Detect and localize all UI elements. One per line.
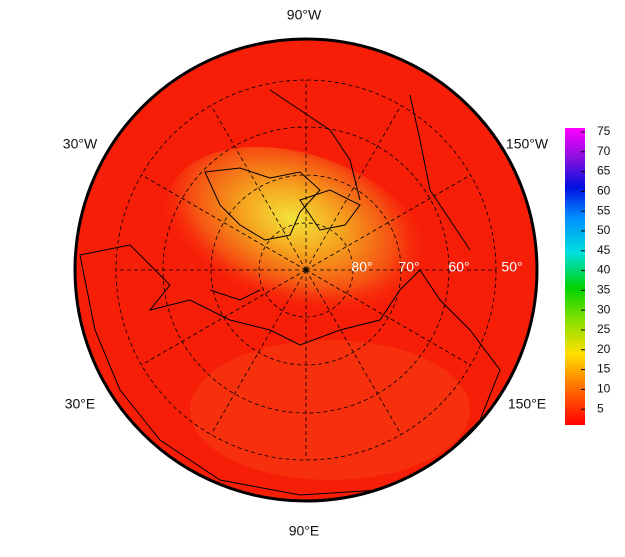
colorbar-ramp <box>565 128 585 425</box>
colorbar-tick-label: 50 <box>597 223 611 237</box>
colorbar-tick-label: 55 <box>597 203 611 217</box>
colorbar: 5 10 15 20 25 30 35 40 45 50 55 60 65 70 75 <box>565 124 611 425</box>
latitude-labels: 80° 70° 60° 50° <box>351 259 522 275</box>
colorbar-tick-label: 5 <box>597 401 604 415</box>
colorbar-tick-label: 40 <box>597 263 611 277</box>
colorbar-tick-label: 60 <box>597 184 611 198</box>
longitude-label: 150°W <box>506 136 549 152</box>
longitude-label: 150°E <box>508 396 546 412</box>
longitude-label: 90°E <box>289 523 320 539</box>
colorbar-tick-label: 30 <box>597 302 611 316</box>
longitude-label: 30°W <box>63 136 98 152</box>
longitude-label: 30°E <box>65 396 96 412</box>
latitude-label: 70° <box>398 259 419 275</box>
colorbar-tick-label: 70 <box>597 144 611 158</box>
colorbar-tick-label: 15 <box>597 362 611 376</box>
longitude-label: 90°W <box>287 7 322 23</box>
latitude-label: 80° <box>351 259 372 275</box>
map-disk <box>73 37 539 503</box>
colorbar-tick-label: 25 <box>597 322 611 336</box>
colorbar-tick-label: 75 <box>597 124 611 138</box>
latitude-label: 60° <box>448 259 469 275</box>
colorbar-tick-label: 45 <box>597 243 611 257</box>
colorbar-tick-label: 10 <box>597 382 611 396</box>
latitude-label: 50° <box>501 259 522 275</box>
colorbar-tick-label: 35 <box>597 283 611 297</box>
colorbar-tick-label: 65 <box>597 164 611 178</box>
longitude-labels: 90°W 30°W 150°W 30°E 150°E 90°E <box>63 7 549 539</box>
colorbar-tick-label: 20 <box>597 342 611 356</box>
